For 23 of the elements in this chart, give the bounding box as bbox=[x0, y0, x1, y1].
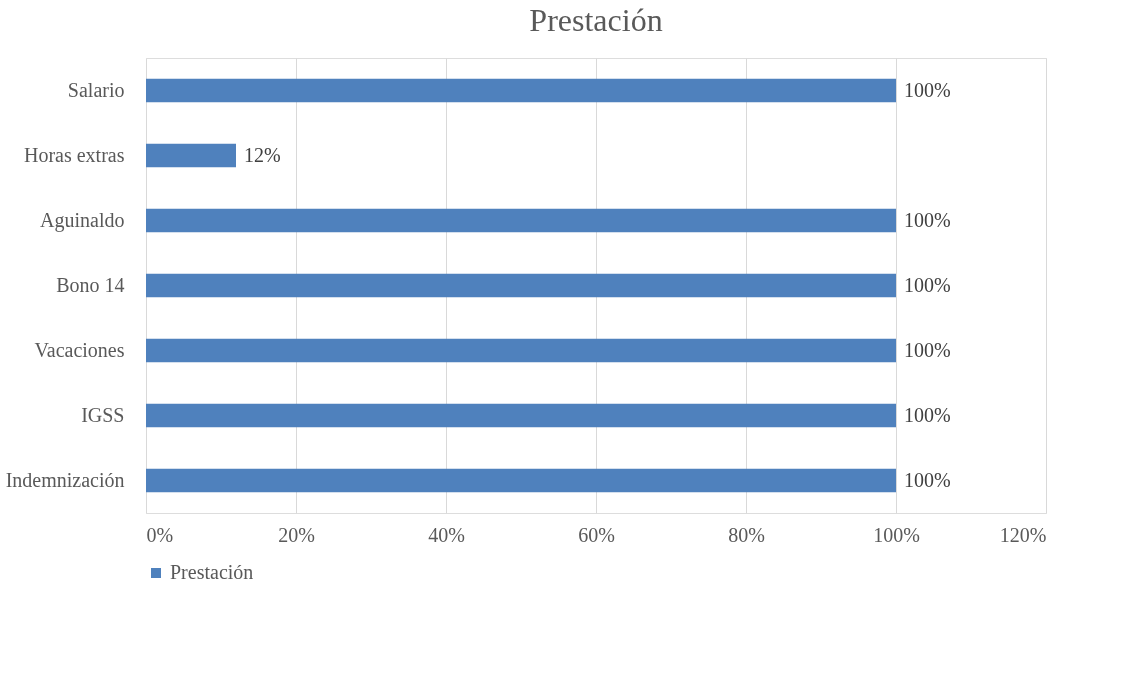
x-tick-label: 60% bbox=[578, 523, 615, 546]
text: 100% bbox=[904, 403, 951, 426]
text: 12% bbox=[244, 143, 281, 166]
x-tick-label: 20% bbox=[278, 523, 315, 546]
legend-label: Prestación bbox=[170, 561, 254, 583]
y-tick-label: Horas extras bbox=[23, 143, 125, 166]
text: 100% bbox=[904, 78, 951, 101]
x-tick-label: 100% bbox=[873, 523, 920, 546]
y-tick-label: Aguinaldo bbox=[40, 208, 125, 232]
chart-title: Prestación bbox=[529, 2, 663, 38]
y-tick-label: Indemnización bbox=[5, 468, 125, 491]
x-tick-label: 40% bbox=[428, 523, 465, 546]
y-tick-label: Salario bbox=[67, 78, 125, 101]
text: 100% bbox=[904, 208, 951, 231]
x-tick-label: 80% bbox=[728, 523, 765, 546]
y-tick-label: Bono 14 bbox=[56, 273, 125, 296]
text: 100% bbox=[904, 338, 951, 361]
x-tick-label: 120% bbox=[999, 523, 1047, 546]
text: 100% bbox=[904, 273, 951, 296]
x-tick-label: 0% bbox=[146, 523, 174, 546]
y-tick-label: IGSS bbox=[81, 403, 125, 426]
y-tick-label: Vacaciones bbox=[34, 338, 125, 361]
text: 100% bbox=[904, 468, 951, 491]
